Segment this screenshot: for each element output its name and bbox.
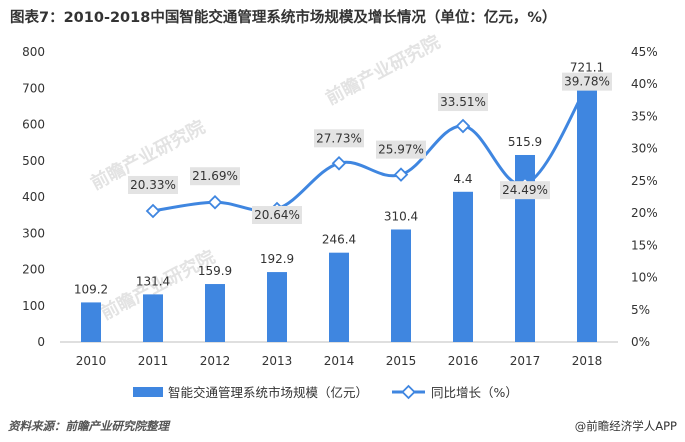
x-tick-label: 2016 [448,354,479,368]
growth-label-box [438,93,488,112]
y-left-tick-label: 300 [22,226,45,240]
y-left-tick-label: 100 [22,299,45,313]
growth-value-label: 24.49% [502,183,548,197]
y-right-tick-label: 5% [631,303,650,317]
x-tick-label: 2011 [138,354,169,368]
growth-value-label: 25.97% [378,143,424,157]
growth-point [393,167,409,182]
bar-value-label: 4.4 [453,172,472,186]
bar [205,284,225,342]
growth-value-label: 27.73% [316,131,362,145]
x-tick-label: 2014 [324,354,355,368]
y-right-tick-label: 0% [631,335,650,349]
bar-value-label: 721.1 [570,61,604,75]
y-left-tick-label: 500 [22,154,45,168]
bar-value-label: 310.4 [384,209,418,223]
legend-bar-swatch [133,387,163,397]
growth-value-label: 20.64% [254,208,300,222]
y-right-tick-label: 10% [631,271,658,285]
y-right-tick-label: 45% [631,45,658,59]
bar-value-label: 192.9 [260,252,294,266]
y-right-tick-label: 25% [631,174,658,188]
y-right-tick-label: 35% [631,109,658,123]
growth-label-box [562,72,612,91]
bar-value-label: 159.9 [198,264,232,278]
bar [267,272,287,342]
growth-label-box [252,205,302,224]
x-tick-label: 2010 [76,354,107,368]
growth-label-box [190,167,240,186]
bar [515,154,535,342]
y-left-tick-label: 700 [22,81,45,95]
y-left-tick-label: 800 [22,45,45,59]
x-tick-label: 2012 [200,354,231,368]
y-right-tick-label: 15% [631,238,658,252]
chart-title: 图表7：2010-2018中国智能交通管理系统市场规模及增长情况（单位：亿元，%… [10,10,557,26]
watermark-text: 前瞻产业研究院 [322,31,444,110]
x-tick-label: 2017 [510,354,541,368]
bar-value-label: 109.2 [74,282,108,296]
bar-value-label: 246.4 [322,233,356,247]
y-left-tick-label: 400 [22,190,45,204]
growth-label-box [128,175,178,194]
growth-label-box [314,129,364,148]
y-left-tick-label: 600 [22,118,45,132]
growth-point [145,203,161,219]
y-right-tick-label: 40% [631,77,658,91]
growth-point [207,194,223,210]
y-right-tick-label: 20% [631,206,658,220]
growth-point [331,156,347,171]
source-note: 资料来源：前瞻产业研究院整理 [8,419,169,433]
y-left-tick-label: 200 [22,263,45,277]
bar-value-label: 515.9 [508,135,542,149]
bar [453,191,473,342]
growth-value-label: 21.69% [192,169,238,183]
bar [143,294,163,342]
y-right-tick-label: 30% [631,142,658,156]
growth-value-label: 20.33% [130,178,176,192]
growth-value-label: 39.78% [564,75,610,89]
legend-bar-label: 智能交通管理系统市场规模（亿元） [168,385,368,400]
bar [81,302,101,342]
growth-value-label: 33.51% [440,95,486,109]
bar [391,229,411,342]
growth-point [455,118,471,134]
bar [329,252,349,342]
x-tick-label: 2015 [386,354,417,368]
x-tick-label: 2013 [262,354,293,368]
legend-line-label: 同比增长（%） [431,385,518,400]
bar [577,80,597,342]
growth-label-box [376,140,426,159]
x-tick-label: 2018 [572,354,603,368]
legend-line-marker [401,384,416,400]
bar-value-label: 131.4 [136,274,170,288]
brand-credit: @前瞻经济学人APP [574,419,677,433]
growth-label-box [500,181,550,200]
y-left-tick-label: 0 [37,335,45,349]
